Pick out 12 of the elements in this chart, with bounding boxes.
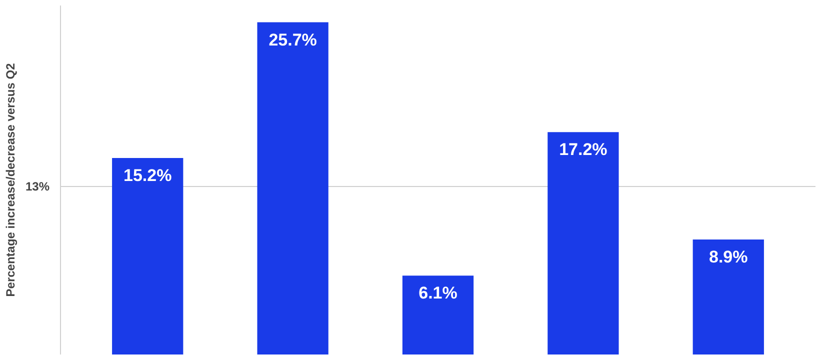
bar — [548, 132, 619, 354]
data-label: 6.1% — [418, 284, 458, 303]
bar — [257, 22, 328, 354]
bar — [692, 239, 764, 354]
data-label: 17.2% — [559, 140, 608, 160]
y-tick-label: 13% — [25, 179, 50, 194]
bar — [402, 276, 474, 354]
data-label: 8.9% — [709, 247, 748, 266]
data-label: 15.2% — [124, 166, 172, 186]
bar — [112, 158, 184, 354]
data-label: 25.7% — [268, 30, 317, 50]
y-axis-title: Percentage increase/decrease versus Q2 — [3, 62, 18, 297]
